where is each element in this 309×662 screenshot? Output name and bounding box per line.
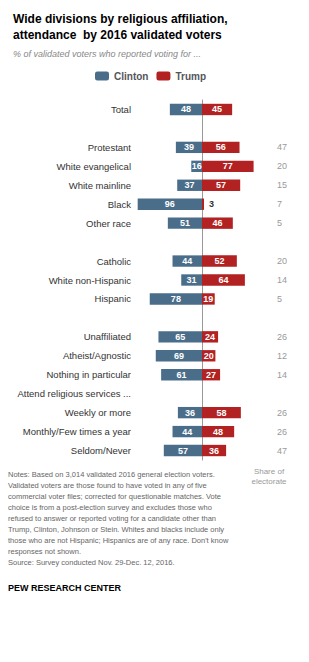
svg-text:20: 20 [204,351,214,361]
svg-text:26: 26 [277,332,287,342]
svg-text:Protestant: Protestant [88,142,132,153]
svg-text:47: 47 [277,446,287,456]
svg-text:PEW RESEARCH CENTER: PEW RESEARCH CENTER [8,583,122,593]
svg-text:52: 52 [214,256,224,266]
svg-text:Catholic: Catholic [97,256,132,267]
svg-text:14: 14 [277,275,287,285]
svg-text:Unaffiliated: Unaffiliated [84,331,131,342]
svg-text:78: 78 [171,294,181,304]
svg-text:Seldom/Never: Seldom/Never [71,445,131,456]
svg-text:5: 5 [277,218,282,228]
svg-text:Nothing in particular: Nothing in particular [47,369,132,380]
svg-text:Trump: Trump [175,71,206,82]
svg-text:Share of: Share of [254,467,285,476]
svg-text:12: 12 [277,351,287,361]
svg-text:39: 39 [184,142,194,152]
svg-text:electorate: electorate [251,477,287,486]
svg-text:those who are not Hispanic; Hi: those who are not Hispanic; Hispanics ar… [8,536,229,545]
svg-text:responses not shown.: responses not shown. [8,547,81,556]
svg-text:56: 56 [216,142,226,152]
svg-text:Black: Black [108,199,131,210]
svg-text:65: 65 [175,332,185,342]
svg-text:48: 48 [181,104,191,114]
svg-text:46: 46 [212,218,222,228]
svg-text:44: 44 [182,427,192,437]
svg-text:77: 77 [223,161,233,171]
svg-text:White non-Hispanic: White non-Hispanic [49,275,132,286]
svg-text:White mainline: White mainline [69,180,131,191]
svg-text:Attend religious services ...: Attend religious services ... [17,388,131,399]
svg-text:57: 57 [178,446,188,456]
svg-text:attendance by 2016 validated: attendance by 2016 validated voters [13,28,222,42]
svg-text:57: 57 [216,180,226,190]
svg-text:Validated voters are those fou: Validated voters are those found to have… [8,481,207,490]
svg-text:24: 24 [205,332,215,342]
svg-text:26: 26 [277,408,287,418]
svg-text:7: 7 [277,199,282,209]
svg-text:20: 20 [277,161,287,171]
svg-text:36: 36 [209,446,219,456]
svg-text:Hispanic: Hispanic [95,293,132,304]
svg-text:48: 48 [213,427,223,437]
svg-text:% of validated voters who repo: % of validated voters who reported votin… [13,49,201,59]
svg-text:64: 64 [218,275,228,285]
svg-text:Monthly/Few times a year: Monthly/Few times a year [23,426,131,437]
svg-text:26: 26 [277,427,287,437]
svg-text:commercial voter files; correc: commercial voter files; corrected for qu… [8,492,221,501]
svg-text:31: 31 [187,275,197,285]
svg-text:51: 51 [180,218,190,228]
svg-text:Weekly or more: Weekly or more [65,407,131,418]
svg-text:16: 16 [192,161,202,171]
svg-text:45: 45 [212,104,222,114]
svg-text:96: 96 [165,199,175,209]
svg-text:44: 44 [182,256,192,266]
svg-text:Atheist/Agnostic: Atheist/Agnostic [63,350,131,361]
svg-text:refused to answer or reported: refused to answer or reported voting for… [8,514,216,523]
svg-text:Source: Survey conducted Nov.: Source: Survey conducted Nov. 29-Dec. 12… [8,558,175,567]
svg-text:Wide divisions by religious af: Wide divisions by religious affiliation, [13,12,228,26]
svg-text:15: 15 [277,180,287,190]
svg-text:choice is from a post-election: choice is from a post-election survey an… [8,503,212,512]
svg-text:Other race: Other race [86,218,131,229]
svg-text:Notes: Based on 3,014 validate: Notes: Based on 3,014 validated 2016 gen… [8,470,215,479]
svg-text:47: 47 [277,142,287,152]
svg-text:69: 69 [174,351,184,361]
svg-text:14: 14 [277,370,287,380]
svg-text:Clinton: Clinton [114,71,148,82]
svg-text:19: 19 [203,294,213,304]
svg-text:61: 61 [177,370,187,380]
svg-text:Trump, Clinton, Johnson or Ste: Trump, Clinton, Johnson or Stein. Whites… [8,525,224,534]
svg-text:White evangelical: White evangelical [57,161,131,172]
svg-text:37: 37 [185,180,195,190]
svg-text:27: 27 [206,370,216,380]
svg-text:3: 3 [209,199,214,209]
svg-text:58: 58 [216,408,226,418]
svg-text:20: 20 [277,256,287,266]
svg-text:5: 5 [277,294,282,304]
svg-text:Total: Total [111,104,131,115]
svg-text:36: 36 [185,408,195,418]
